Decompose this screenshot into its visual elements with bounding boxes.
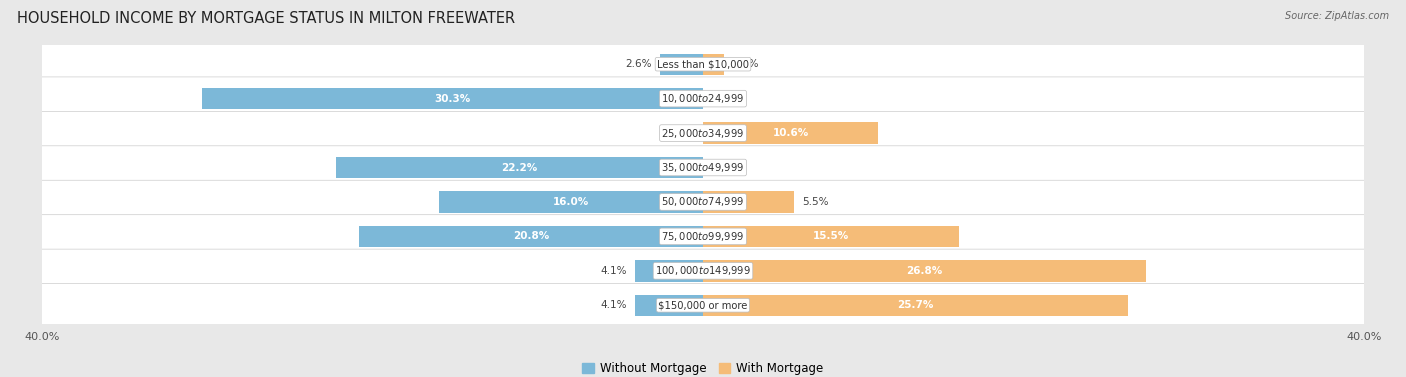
- Bar: [703, 226, 959, 247]
- Text: HOUSEHOLD INCOME BY MORTGAGE STATUS IN MILTON FREEWATER: HOUSEHOLD INCOME BY MORTGAGE STATUS IN M…: [17, 11, 515, 26]
- Text: Less than $10,000: Less than $10,000: [657, 59, 749, 69]
- Legend: Without Mortgage, With Mortgage: Without Mortgage, With Mortgage: [578, 357, 828, 377]
- Bar: [659, 54, 703, 75]
- Text: 15.5%: 15.5%: [813, 231, 849, 241]
- Text: $75,000 to $99,999: $75,000 to $99,999: [661, 230, 745, 243]
- Text: 10.6%: 10.6%: [772, 128, 808, 138]
- Text: 22.2%: 22.2%: [502, 162, 537, 173]
- Bar: [703, 260, 1146, 282]
- Text: 26.8%: 26.8%: [907, 266, 942, 276]
- Text: $10,000 to $24,999: $10,000 to $24,999: [661, 92, 745, 105]
- Bar: [360, 226, 703, 247]
- Text: $50,000 to $74,999: $50,000 to $74,999: [661, 195, 745, 208]
- Bar: [636, 294, 703, 316]
- Text: 0.0%: 0.0%: [711, 93, 738, 104]
- FancyBboxPatch shape: [31, 43, 1375, 86]
- Text: 0.0%: 0.0%: [711, 162, 738, 173]
- Text: 0.0%: 0.0%: [668, 128, 695, 138]
- FancyBboxPatch shape: [31, 77, 1375, 120]
- Text: $150,000 or more: $150,000 or more: [658, 300, 748, 310]
- Text: $100,000 to $149,999: $100,000 to $149,999: [655, 264, 751, 277]
- Text: 20.8%: 20.8%: [513, 231, 550, 241]
- Bar: [703, 54, 724, 75]
- Bar: [703, 123, 879, 144]
- Text: Source: ZipAtlas.com: Source: ZipAtlas.com: [1285, 11, 1389, 21]
- Text: $25,000 to $34,999: $25,000 to $34,999: [661, 127, 745, 139]
- Text: 1.3%: 1.3%: [733, 59, 759, 69]
- Bar: [636, 260, 703, 282]
- Bar: [336, 157, 703, 178]
- FancyBboxPatch shape: [31, 215, 1375, 258]
- Bar: [202, 88, 703, 109]
- Text: 2.6%: 2.6%: [626, 59, 652, 69]
- Bar: [703, 294, 1128, 316]
- FancyBboxPatch shape: [31, 284, 1375, 327]
- Text: 30.3%: 30.3%: [434, 93, 471, 104]
- Text: 16.0%: 16.0%: [553, 197, 589, 207]
- FancyBboxPatch shape: [31, 180, 1375, 224]
- Bar: [703, 191, 794, 213]
- Text: 25.7%: 25.7%: [897, 300, 934, 310]
- FancyBboxPatch shape: [31, 249, 1375, 293]
- FancyBboxPatch shape: [31, 111, 1375, 155]
- Text: 4.1%: 4.1%: [600, 300, 627, 310]
- Text: $35,000 to $49,999: $35,000 to $49,999: [661, 161, 745, 174]
- FancyBboxPatch shape: [31, 146, 1375, 189]
- Bar: [439, 191, 703, 213]
- Text: 5.5%: 5.5%: [801, 197, 828, 207]
- Text: 4.1%: 4.1%: [600, 266, 627, 276]
